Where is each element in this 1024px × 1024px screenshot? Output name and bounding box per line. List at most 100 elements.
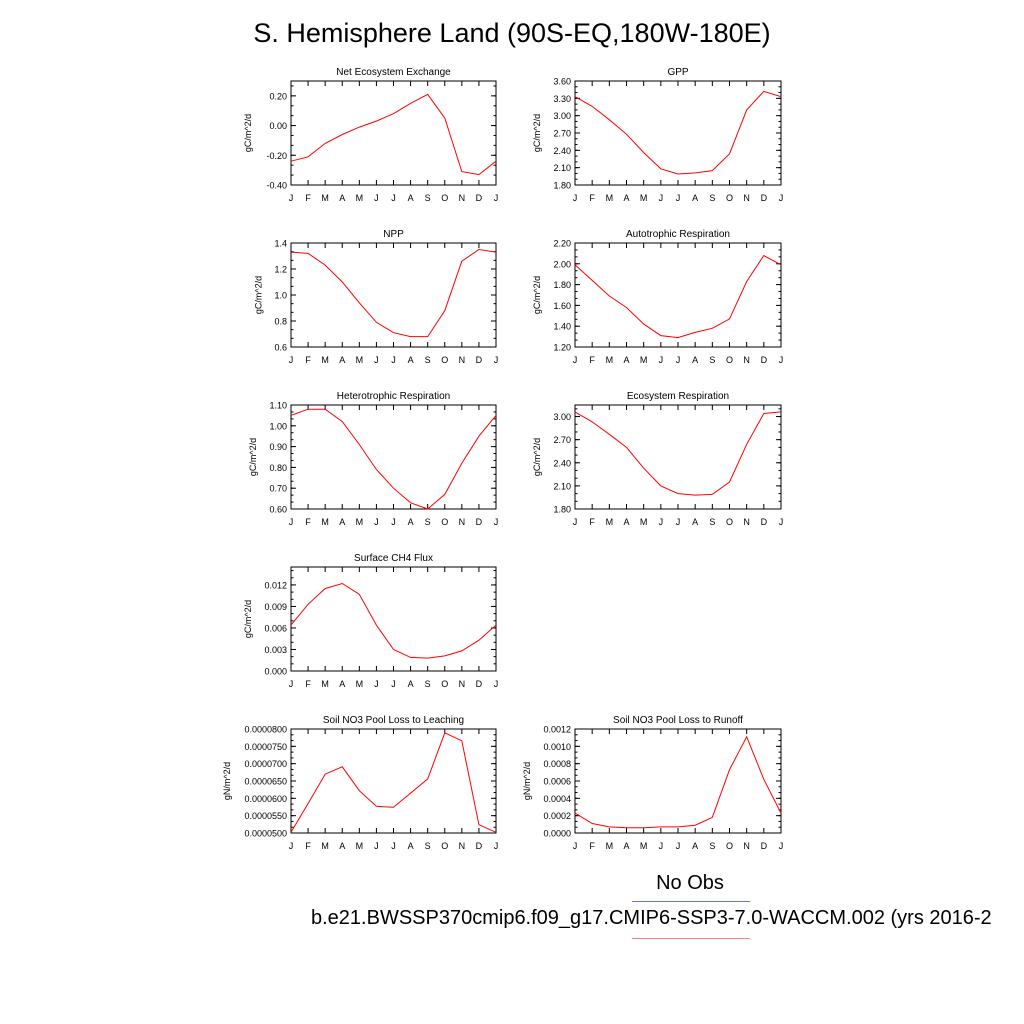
x-tick-label: A [692,355,698,365]
y-tick-label: 1.80 [553,505,571,515]
x-tick-label: M [356,679,364,689]
y-tick-label: 0.60 [269,505,287,515]
legend-obs-line [632,901,750,902]
x-tick-label: O [726,517,733,527]
x-tick-label: J [676,517,681,527]
x-tick-label: F [589,841,595,851]
x-tick-label: F [305,355,311,365]
y-axis-label: gC/m^2/d [243,114,253,152]
x-tick-label: N [459,841,466,851]
x-tick-label: M [321,679,329,689]
x-tick-label: O [441,679,448,689]
y-axis-label: gC/m^2/d [248,438,258,476]
legend-case-label: b.e21.BWSSP370cmip6.f09_g17.CMIP6-SSP3-7… [311,907,992,929]
x-tick-label: O [726,355,733,365]
y-tick-label: 0.009 [264,602,287,612]
x-tick-label: J [289,193,294,203]
y-tick-label: 1.10 [269,401,287,411]
y-tick-label: 1.2 [274,265,287,275]
x-tick-label: J [659,355,664,365]
x-tick-label: M [321,517,329,527]
y-tick-label: 1.80 [553,181,571,191]
x-tick-label: F [589,355,595,365]
y-tick-label: 2.10 [553,163,571,173]
panel-title: Net Ecosystem Exchange [336,67,451,78]
x-tick-label: D [761,841,768,851]
x-tick-label: D [761,193,768,203]
y-axis-label: gC/m^2/d [532,276,542,314]
x-tick-label: J [659,841,664,851]
x-tick-label: A [408,841,414,851]
x-tick-label: M [640,517,648,527]
x-tick-label: A [339,193,345,203]
x-tick-label: J [289,841,294,851]
x-tick-label: J [659,517,664,527]
x-tick-label: S [425,517,431,527]
x-tick-label: S [709,517,715,527]
y-tick-label: 2.20 [553,239,571,249]
y-tick-label: 0.0010 [543,742,571,752]
y-tick-label: 0.012 [264,580,287,590]
y-tick-label: 0.006 [264,623,287,633]
plot-frame [290,566,497,672]
x-tick-label: A [339,841,345,851]
y-tick-label: -0.40 [266,181,287,191]
x-tick-label: J [779,355,784,365]
x-tick-label: N [743,517,750,527]
y-tick-label: 0.0000500 [244,829,287,839]
x-tick-label: N [459,193,466,203]
y-tick-label: 0.70 [269,484,287,494]
x-tick-label: F [305,193,311,203]
legend-obs-label: No Obs [656,872,724,894]
x-tick-label: N [743,355,750,365]
y-tick-label: 1.0 [274,291,287,301]
y-tick-label: 0.8 [274,317,287,327]
x-tick-label: J [374,679,379,689]
y-tick-label: 1.4 [274,239,287,249]
x-tick-label: F [305,679,311,689]
x-tick-label: O [441,193,448,203]
x-tick-label: A [692,841,698,851]
x-tick-label: F [589,193,595,203]
y-tick-label: 1.20 [553,343,571,353]
x-tick-label: J [289,517,294,527]
x-tick-label: A [623,517,629,527]
x-tick-label: J [374,355,379,365]
x-tick-label: A [623,841,629,851]
x-tick-label: J [573,193,578,203]
x-tick-label: M [640,193,648,203]
x-tick-label: J [573,355,578,365]
x-tick-label: M [606,355,614,365]
y-tick-label: 0.80 [269,463,287,473]
x-tick-label: J [391,193,396,203]
x-tick-label: A [692,517,698,527]
y-tick-label: 1.80 [553,280,571,290]
x-tick-label: D [476,193,483,203]
y-tick-label: 0.00 [269,121,287,131]
x-tick-label: O [441,841,448,851]
x-tick-label: N [459,355,466,365]
x-tick-label: J [676,355,681,365]
x-tick-label: M [606,517,614,527]
x-tick-label: D [761,517,768,527]
series-line [290,93,497,176]
x-tick-label: M [640,355,648,365]
x-tick-label: M [356,841,364,851]
x-tick-label: A [339,355,345,365]
x-tick-label: A [408,355,414,365]
x-tick-label: M [640,841,648,851]
y-tick-label: 2.40 [553,458,571,468]
figure-title: S. Hemisphere Land (90S-EQ,180W-180E) [253,18,771,48]
x-tick-label: J [573,841,578,851]
y-axis-label: gN/m^2/d [522,762,532,800]
y-tick-label: 0.0002 [543,811,571,821]
x-tick-label: J [391,517,396,527]
x-tick-label: J [289,355,294,365]
x-tick-label: O [441,517,448,527]
y-tick-label: 3.60 [553,77,571,87]
series-line [574,254,782,339]
x-tick-label: A [339,517,345,527]
